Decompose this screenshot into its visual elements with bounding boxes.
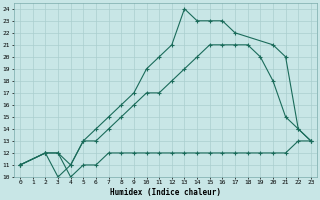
X-axis label: Humidex (Indice chaleur): Humidex (Indice chaleur) (110, 188, 221, 197)
